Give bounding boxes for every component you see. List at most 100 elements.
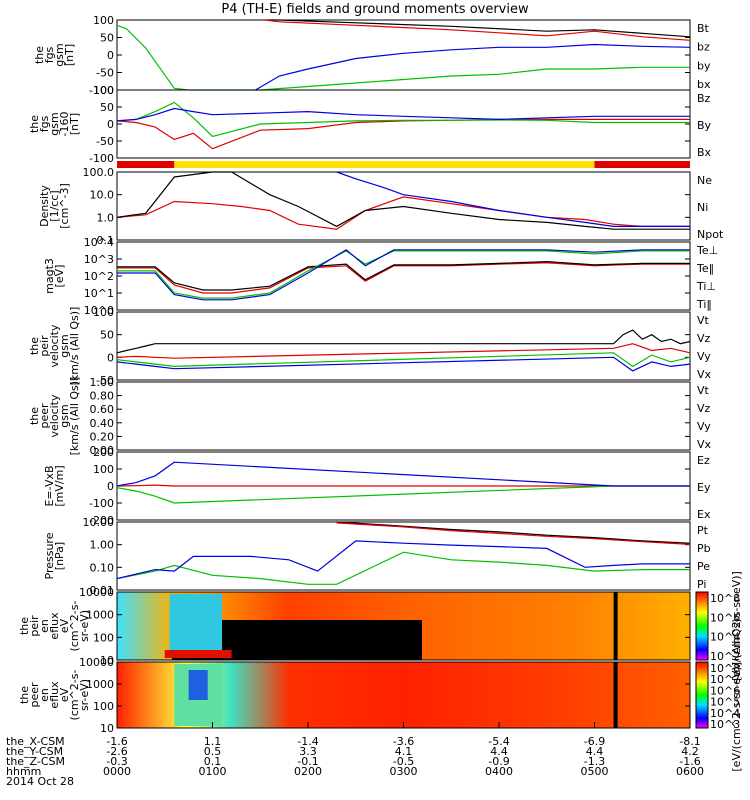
- series-Ey: [116, 485, 690, 504]
- ylabel-line: sr-eV): [78, 610, 91, 642]
- legend-Vx: Vx: [697, 438, 712, 451]
- legend-Vy: Vy: [697, 350, 711, 363]
- series-Pb: [336, 522, 691, 545]
- figure-title: P4 (TH-E) fields and ground moments over…: [221, 2, 529, 17]
- ytick-label: 0.1: [97, 234, 115, 247]
- legend-By: By: [697, 119, 712, 132]
- ytick-label: 0.00: [90, 444, 115, 457]
- colorbar-label: [eV/(cm^2-s-sr-eV)] (All Qs): [730, 618, 743, 771]
- ylabel-line: the: [28, 337, 41, 355]
- ylabel-line: [km/s (All Qs)]: [68, 307, 81, 386]
- ylabel-line: gsm: [53, 43, 66, 66]
- series-Bx: [116, 107, 690, 122]
- xaxis-row-value: 0400: [485, 765, 513, 778]
- ylabel-line: gsm: [58, 334, 71, 357]
- legend-Vz: Vz: [697, 402, 711, 415]
- xaxis-row-value: -2.6: [106, 745, 127, 758]
- panel-fgs_gsm: thefgsgsm[nT]: [33, 19, 691, 91]
- panel-peer_spectrogram: thepeerenefluxeV(cm^2-s-sr-eV) [eV/(cm^2-…: [18, 618, 743, 771]
- legend-Vt: Vt: [697, 384, 710, 397]
- series-Ni: [116, 171, 690, 230]
- ylabel-line: peer: [38, 403, 51, 429]
- panel-pressure: Pressure[nPa]: [43, 521, 691, 591]
- ytick-label: 0.10: [90, 561, 115, 574]
- legend-Ez: Ez: [697, 454, 710, 467]
- xaxis-row-value: -3.6: [393, 735, 414, 748]
- legend-Vt: Vt: [697, 314, 710, 327]
- panel-temperature: magt3[eV]: [43, 241, 691, 311]
- xaxis-row-value: 0000: [103, 765, 131, 778]
- ylabel-line: the: [33, 46, 46, 64]
- ytick-label: 10^3: [84, 253, 114, 266]
- xaxis-row-label: the_Z-CSM: [6, 755, 65, 768]
- legend-Pe: Pe: [697, 560, 710, 573]
- legend-Vy: Vy: [697, 420, 711, 433]
- panel-frame: [116, 171, 691, 241]
- panel-peer_velocity: thepeervelocitygsm[km/s (All Qs)]: [28, 377, 691, 455]
- xaxis-row-label: the_Y-CSM: [6, 745, 63, 758]
- ytick-label: 100: [93, 306, 114, 319]
- ytick-label: 10^2: [84, 270, 114, 283]
- ytick-label: 0.60: [90, 403, 115, 416]
- ylabel-line: velocity: [48, 394, 61, 437]
- ytick-label: 10: [100, 722, 114, 735]
- panel-efield: E=-VxB[mV/m]: [43, 451, 691, 521]
- ylabel-line: peir: [28, 615, 41, 637]
- xaxis-row-value: -8.1: [679, 735, 700, 748]
- xaxis-row-value: -0.9: [488, 755, 509, 768]
- legend-Vx: Vx: [697, 368, 712, 381]
- ylabel-line: the: [18, 617, 31, 635]
- series-bx: [255, 43, 691, 91]
- ylabel-line: velocity: [48, 324, 61, 367]
- xaxis-row-value: 0300: [390, 765, 418, 778]
- ytick-label: 1000: [86, 678, 114, 691]
- ytick-label: 100: [93, 84, 114, 97]
- xaxis-row-value: -6.9: [584, 735, 605, 748]
- series-by: [116, 24, 690, 91]
- ytick-label: 10000: [79, 586, 114, 599]
- legend-Bt: Bt: [697, 22, 710, 35]
- series-Vt: [116, 329, 691, 354]
- series-Ti‖: [117, 249, 690, 301]
- panel-frame: [116, 381, 691, 451]
- xaxis-row-value: -0.5: [393, 755, 414, 768]
- legend-Ey: Ey: [697, 481, 711, 494]
- ylabel-line: the: [18, 686, 31, 704]
- ytick-label: 10^1: [84, 287, 114, 300]
- legend-Pi: Pi: [697, 578, 706, 591]
- panel-frame: [116, 89, 691, 159]
- ytick-label: 10: [100, 654, 114, 667]
- ytick-label: -100: [89, 497, 114, 510]
- ylabel-line: eV: [58, 687, 71, 702]
- legend-Pb: Pb: [697, 542, 711, 555]
- colorbar-tick: 10^8: [710, 592, 740, 605]
- ytick-label: 10000: [79, 656, 114, 669]
- series-Bt: [265, 19, 691, 38]
- xaxis-row-value: 0200: [294, 765, 322, 778]
- panel-density: Density[1/cc][cm^-3]: [38, 171, 691, 241]
- xaxis-row-value: 0.1: [204, 755, 222, 768]
- series-Te‖: [117, 260, 690, 291]
- mode-bar-segment: [174, 161, 595, 168]
- colorbar-tick: 10^3: [710, 718, 740, 731]
- panel-frame: [116, 311, 691, 381]
- panel-peir_spectrogram: thepeirenefluxeV(cm^2-s-sr-eV) [eV/(cm^2-…: [18, 571, 743, 681]
- legend-Pt: Pt: [697, 524, 709, 537]
- xaxis-row-value: 0.5: [204, 745, 222, 758]
- ylabel-fgs_gsm_160: thefgsgsm-160[nT]: [28, 112, 81, 137]
- ylabel-peir_spectrogram: thepeirenefluxeV(cm^2-s-sr-eV): [18, 601, 91, 652]
- legend-Ti⊥: Ti⊥: [696, 280, 716, 293]
- xaxis-row-value: -0.3: [106, 755, 127, 768]
- ytick-label: -200: [89, 514, 114, 527]
- ytick-label: 10^4: [84, 236, 114, 249]
- ylabel-line: eflux: [48, 681, 61, 709]
- ylabel-efield: E=-VxB[mV/m]: [43, 465, 66, 506]
- ytick-label: 1000: [86, 609, 114, 622]
- ytick-label: 0: [107, 351, 114, 364]
- ytick-label: 50: [100, 101, 114, 114]
- ylabel-line: (cm^2-s-: [68, 670, 81, 721]
- ylabel-line: eflux: [48, 612, 61, 640]
- xaxis-row-value: 1.1: [204, 735, 222, 748]
- xaxis-row-label: hhmm: [6, 765, 41, 778]
- series-Vy: [116, 352, 691, 368]
